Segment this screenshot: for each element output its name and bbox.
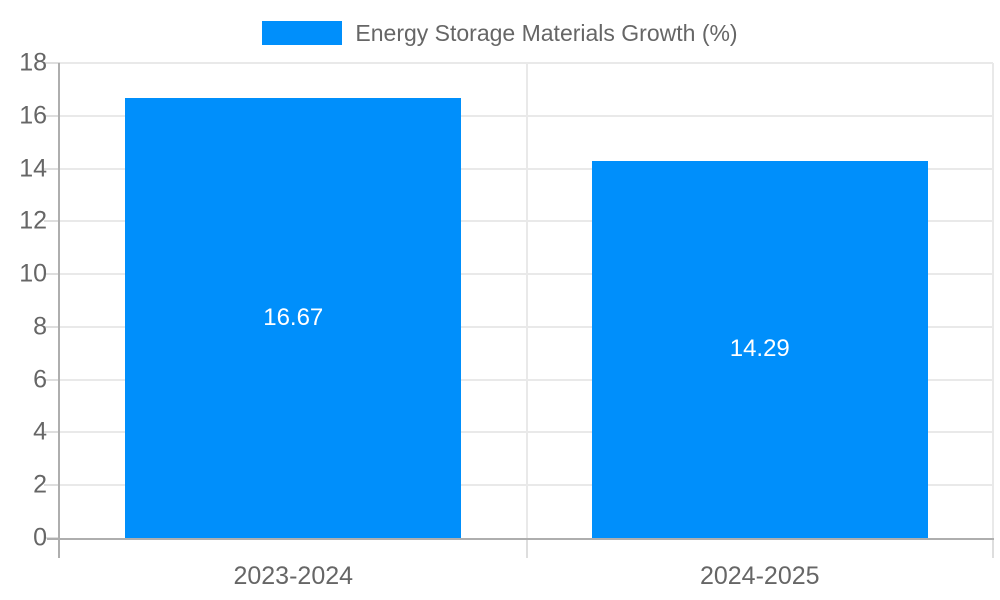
gridline-x-2 — [992, 63, 994, 538]
xtick-label-2023-2024: 2023-2024 — [233, 562, 354, 590]
y-axis-line — [58, 63, 60, 558]
ytick-mark-4 — [44, 431, 60, 434]
ytick-label-0: 0 — [33, 523, 47, 552]
ytick-label-16: 16 — [19, 101, 47, 130]
legend-label: Energy Storage Materials Growth (%) — [355, 19, 738, 46]
bar-value-label-2024-2025: 14.29 — [729, 335, 790, 363]
ytick-mark-16 — [44, 114, 60, 117]
ytick-mark-14 — [44, 167, 60, 170]
ytick-mark-10 — [44, 273, 60, 276]
gridline-x-1 — [525, 63, 528, 538]
ytick-label-6: 6 — [33, 365, 47, 394]
ytick-label-4: 4 — [33, 417, 47, 446]
ytick-label-10: 10 — [19, 259, 47, 288]
x-axis-line — [47, 537, 994, 540]
ytick-label-18: 18 — [19, 48, 47, 77]
ytick-mark-6 — [44, 378, 60, 381]
ytick-label-12: 12 — [19, 206, 47, 235]
legend[interactable]: Energy Storage Materials Growth (%) — [0, 20, 1000, 46]
ytick-label-14: 14 — [19, 154, 47, 183]
ytick-mark-12 — [44, 220, 60, 223]
ytick-mark-18 — [44, 62, 60, 64]
xtick-label-2024-2025: 2024-2025 — [699, 562, 820, 590]
ytick-mark-8 — [44, 325, 60, 328]
legend-marker — [262, 21, 343, 45]
ytick-mark-2 — [44, 484, 60, 487]
xtick-mark-2 — [992, 540, 994, 558]
bar-value-label-2023-2024: 16.67 — [263, 304, 324, 332]
ytick-label-2: 2 — [33, 470, 47, 499]
bar-2024-2025[interactable] — [591, 160, 928, 538]
ytick-label-8: 8 — [33, 312, 47, 341]
xtick-mark-1 — [525, 540, 528, 558]
bar-2023-2024[interactable] — [125, 98, 462, 538]
